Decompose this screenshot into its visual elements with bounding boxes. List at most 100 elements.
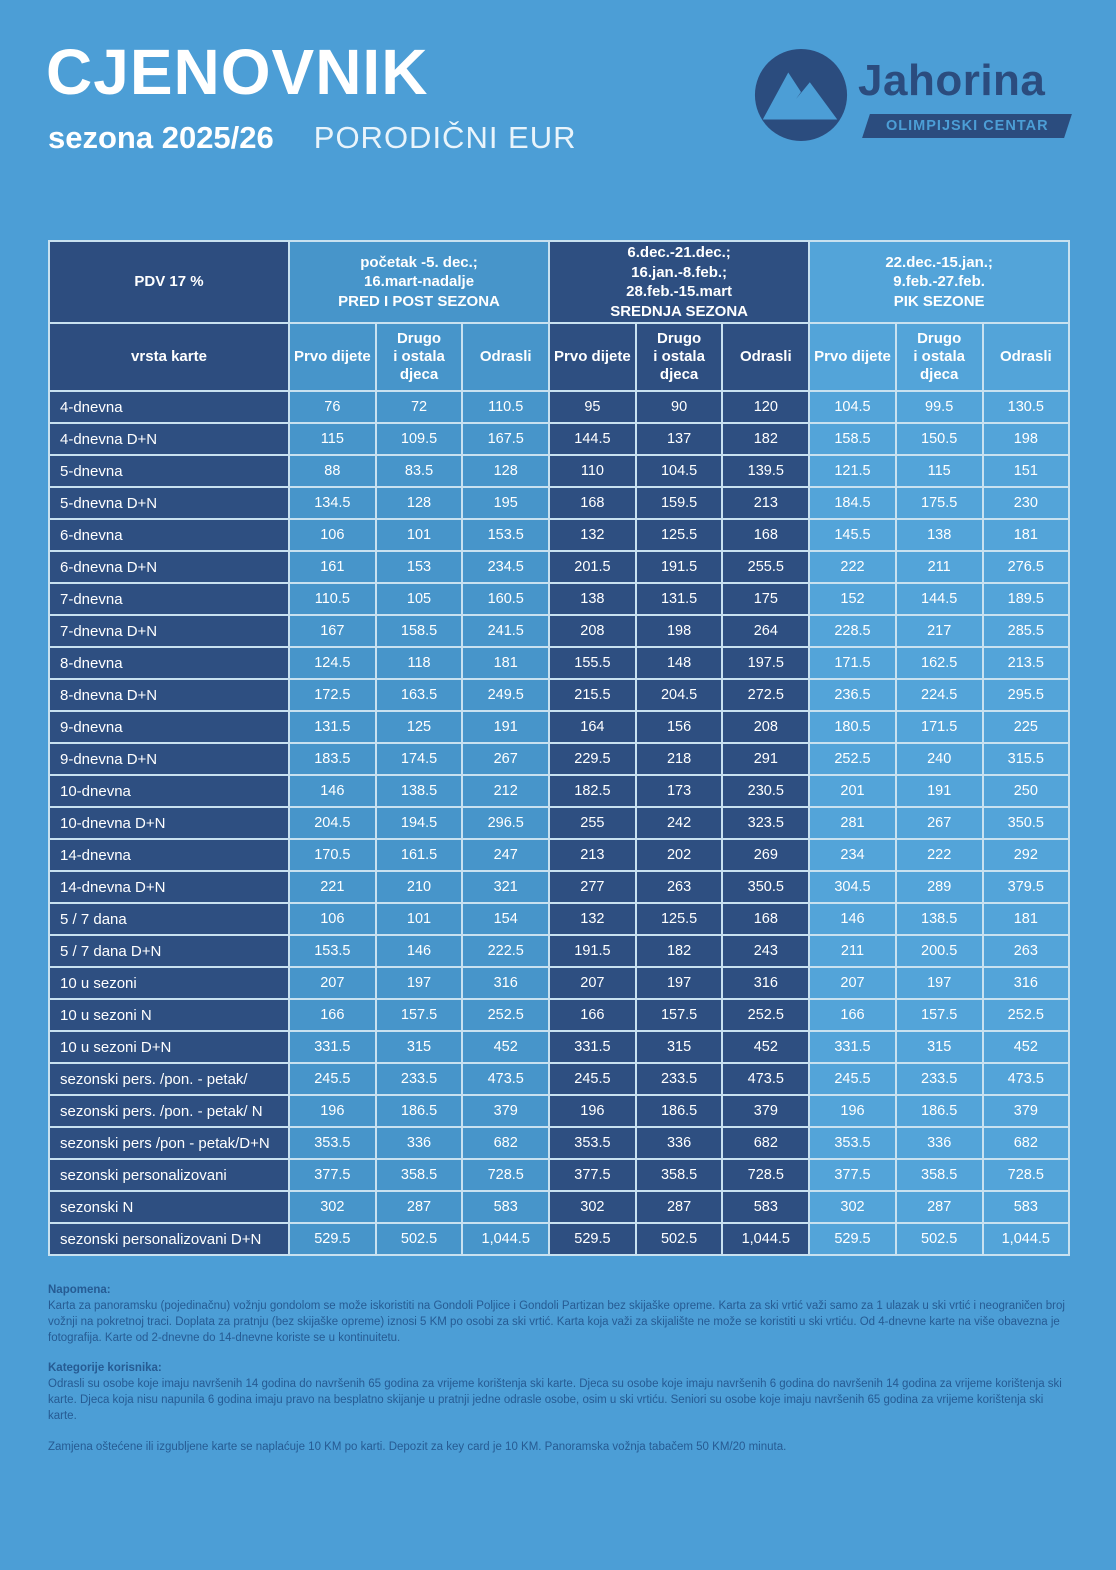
price-cell: 137 (634, 422, 724, 456)
ticket-type-header-cell: vrsta karte (48, 322, 290, 392)
price-cell: 728.5 (461, 1158, 551, 1192)
ticket-type-cell: 14-dnevna (48, 838, 290, 872)
ticket-type-cell: sezonski personalizovani (48, 1158, 290, 1192)
price-cell: 181 (981, 902, 1071, 936)
ticket-type-cell: 5-dnevna D+N (48, 486, 290, 520)
price-cell: 245.5 (288, 1062, 377, 1096)
jahorina-logo: Jahorina OLIMPIJSKI CENTAR (752, 46, 1082, 150)
price-cell: 1,044.5 (721, 1222, 811, 1256)
ticket-type-cell: sezonski pers. /pon. - petak/ N (48, 1094, 290, 1128)
price-cell: 315 (374, 1030, 464, 1064)
price-cell: 296.5 (461, 806, 551, 840)
price-cell: 146 (374, 934, 464, 968)
price-cell: 502.5 (894, 1222, 984, 1256)
table-row: sezonski personalizovani D+N 529.5 502.5 1,… (48, 1222, 1071, 1256)
price-cell: 323.5 (721, 806, 811, 840)
price-cell: 131.5 (634, 582, 724, 616)
price-cell: 221 (288, 870, 377, 904)
price-cell: 358.5 (374, 1158, 464, 1192)
ticket-type-cell: 5-dnevna (48, 454, 290, 488)
price-cell: 110.5 (288, 582, 377, 616)
price-cell: 172.5 (288, 678, 377, 712)
napomena-title: Napomena: (48, 1284, 111, 1296)
mountain-logo-icon (754, 48, 848, 142)
price-cell: 379 (981, 1094, 1071, 1128)
ticket-type-cell: sezonski personalizovani D+N (48, 1222, 290, 1256)
price-cell: 295.5 (981, 678, 1071, 712)
table-row: 10-dnevna D+N 204.5 194.5 296.5 255 242 323.5 2… (48, 806, 1071, 840)
ticket-type-cell: 10 u sezoni (48, 966, 290, 1000)
price-cell: 201.5 (548, 550, 637, 584)
price-cell: 277 (548, 870, 637, 904)
price-cell: 682 (721, 1126, 811, 1160)
price-cell: 213 (548, 838, 637, 872)
price-cell: 158.5 (374, 614, 464, 648)
ticket-type-cell: 8-dnevna D+N (48, 678, 290, 712)
price-cell: 151 (981, 454, 1071, 488)
price-cell: 156 (634, 710, 724, 744)
price-cell: 473.5 (461, 1062, 551, 1096)
price-cell: 255.5 (721, 550, 811, 584)
table-row: sezonski personalizovani 377.5 358.5 728.5 3… (48, 1158, 1071, 1192)
price-cell: 353.5 (808, 1126, 897, 1160)
price-cell: 106 (288, 518, 377, 552)
table-row: 9-dnevna 131.5 125 191 164 156 208 180.5 171.5 22… (48, 710, 1071, 744)
price-cell: 529.5 (288, 1222, 377, 1256)
price-cell: 224.5 (894, 678, 984, 712)
price-cell: 473.5 (721, 1062, 811, 1096)
price-cell: 236.5 (808, 678, 897, 712)
price-cell: 121.5 (808, 454, 897, 488)
price-cell: 315.5 (981, 742, 1071, 776)
price-cell: 264 (721, 614, 811, 648)
price-cell: 198 (634, 614, 724, 648)
ticket-type-cell: 10-dnevna (48, 774, 290, 808)
price-cell: 191.5 (634, 550, 724, 584)
table-row: sezonski pers /pon - petak/D+N 353.5 336 68… (48, 1126, 1071, 1160)
price-cell: 101 (374, 902, 464, 936)
table-row: 10-dnevna 146 138.5 212 182.5 173 230.5 201 191 2… (48, 774, 1071, 808)
ticket-type-cell: 10 u sezoni N (48, 998, 290, 1032)
price-cell: 245.5 (808, 1062, 897, 1096)
table-row: 10 u sezoni 207 197 316 207 197 316 207 197 316 (48, 966, 1071, 1000)
footnotes: Napomena: Karta za panoramsku (pojedinač… (48, 1283, 1070, 1456)
price-cell: 207 (548, 966, 637, 1000)
price-cell: 249.5 (461, 678, 551, 712)
price-cell: 245.5 (548, 1062, 637, 1096)
price-cell: 207 (288, 966, 377, 1000)
price-cell: 118 (374, 646, 464, 680)
price-cell: 267 (461, 742, 551, 776)
price-cell: 321 (461, 870, 551, 904)
price-cell: 276.5 (981, 550, 1071, 584)
table-row: 10 u sezoni D+N 331.5 315 452 331.5 315 452 331… (48, 1030, 1071, 1064)
price-cell: 175.5 (894, 486, 984, 520)
price-cell: 213 (721, 486, 811, 520)
price-cell: 316 (461, 966, 551, 1000)
price-cell: 157.5 (894, 998, 984, 1032)
price-cell: 336 (374, 1126, 464, 1160)
price-cell: 145.5 (808, 518, 897, 552)
price-cell: 130.5 (981, 390, 1071, 424)
ticket-type-cell: 10 u sezoni D+N (48, 1030, 290, 1064)
price-cell: 132 (548, 902, 637, 936)
price-cell: 213.5 (981, 646, 1071, 680)
table-row: sezonski N 302 287 583 302 287 583 302 287 583 (48, 1190, 1071, 1224)
price-cell: 263 (634, 870, 724, 904)
price-cell: 197.5 (721, 646, 811, 680)
logo-banner: OLIMPIJSKI CENTAR (862, 114, 1072, 138)
price-cell: 144.5 (894, 582, 984, 616)
ticket-type-cell: sezonski pers /pon - petak/D+N (48, 1126, 290, 1160)
price-cell: 289 (894, 870, 984, 904)
price-cell: 155.5 (548, 646, 637, 680)
price-cell: 302 (808, 1190, 897, 1224)
price-cell: 452 (721, 1030, 811, 1064)
price-cell: 316 (981, 966, 1071, 1000)
price-cell: 120 (721, 390, 811, 424)
price-cell: 377.5 (548, 1158, 637, 1192)
price-cell: 144.5 (548, 422, 637, 456)
price-cell: 292 (981, 838, 1071, 872)
ticket-type-cell: 9-dnevna (48, 710, 290, 744)
price-cell: 159.5 (634, 486, 724, 520)
price-cell: 331.5 (548, 1030, 637, 1064)
col-prvo-dijete: Prvo dijete (548, 322, 637, 392)
price-cell: 210 (374, 870, 464, 904)
